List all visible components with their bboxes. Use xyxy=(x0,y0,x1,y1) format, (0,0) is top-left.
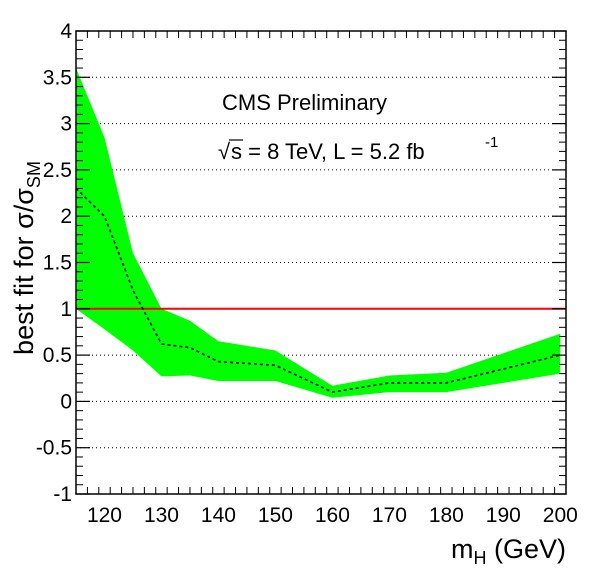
y-tick-label: 1.5 xyxy=(43,252,72,275)
x-tick-label: 170 xyxy=(372,504,407,527)
x-tick-label: 140 xyxy=(201,504,236,527)
annotation-energy-lumi: √ s = 8 TeV, L = 5.2 fb -1 xyxy=(218,134,498,164)
y-tick-label: 3 xyxy=(60,113,72,136)
x-axis-title-sub: H xyxy=(473,548,486,568)
y-tick-label: 1 xyxy=(60,298,72,321)
x-axis-title-main: m xyxy=(451,534,474,564)
x-tick-label: 120 xyxy=(87,504,122,527)
x-tick-label: 150 xyxy=(258,504,293,527)
y-tick-label: 4 xyxy=(60,20,72,43)
y-axis-title-sub: SM xyxy=(24,161,44,188)
x-axis-title-unit: (GeV) xyxy=(486,534,566,564)
annotation-energy-text: s = 8 TeV, L = 5.2 fb xyxy=(231,139,425,164)
y-tick-label: 3.5 xyxy=(43,66,72,89)
y-tick-label: 0.5 xyxy=(43,344,72,367)
x-ticks: 120 130 140 150 160 170 180 190 200 xyxy=(75,31,578,527)
annotation-lumi-exponent: -1 xyxy=(485,134,498,151)
x-tick-label: 130 xyxy=(144,504,179,527)
x-tick-label: 190 xyxy=(486,504,521,527)
confidence-band xyxy=(76,68,561,398)
y-tick-label: -1 xyxy=(53,483,72,506)
x-axis-title: mH (GeV) xyxy=(451,534,566,568)
y-axis-title-main: best fit for σ/σ xyxy=(9,188,39,355)
y-tick-label: 0 xyxy=(60,390,72,413)
annotation-experiment: CMS Preliminary xyxy=(222,90,387,115)
x-tick-label: 160 xyxy=(315,504,350,527)
x-tick-label: 200 xyxy=(543,504,578,527)
x-tick-label: 180 xyxy=(429,504,464,527)
y-tick-label: -0.5 xyxy=(36,437,72,460)
y-tick-label: 2.5 xyxy=(43,159,72,182)
y-axis-title: best fit for σ/σSM xyxy=(9,161,44,355)
sqrt-symbol: √ xyxy=(218,139,231,164)
y-ticks: -1 -0.5 0 0.5 1 1.5 2 2.5 3 3.5 4 xyxy=(36,20,566,506)
y-tick-label: 2 xyxy=(60,205,72,228)
